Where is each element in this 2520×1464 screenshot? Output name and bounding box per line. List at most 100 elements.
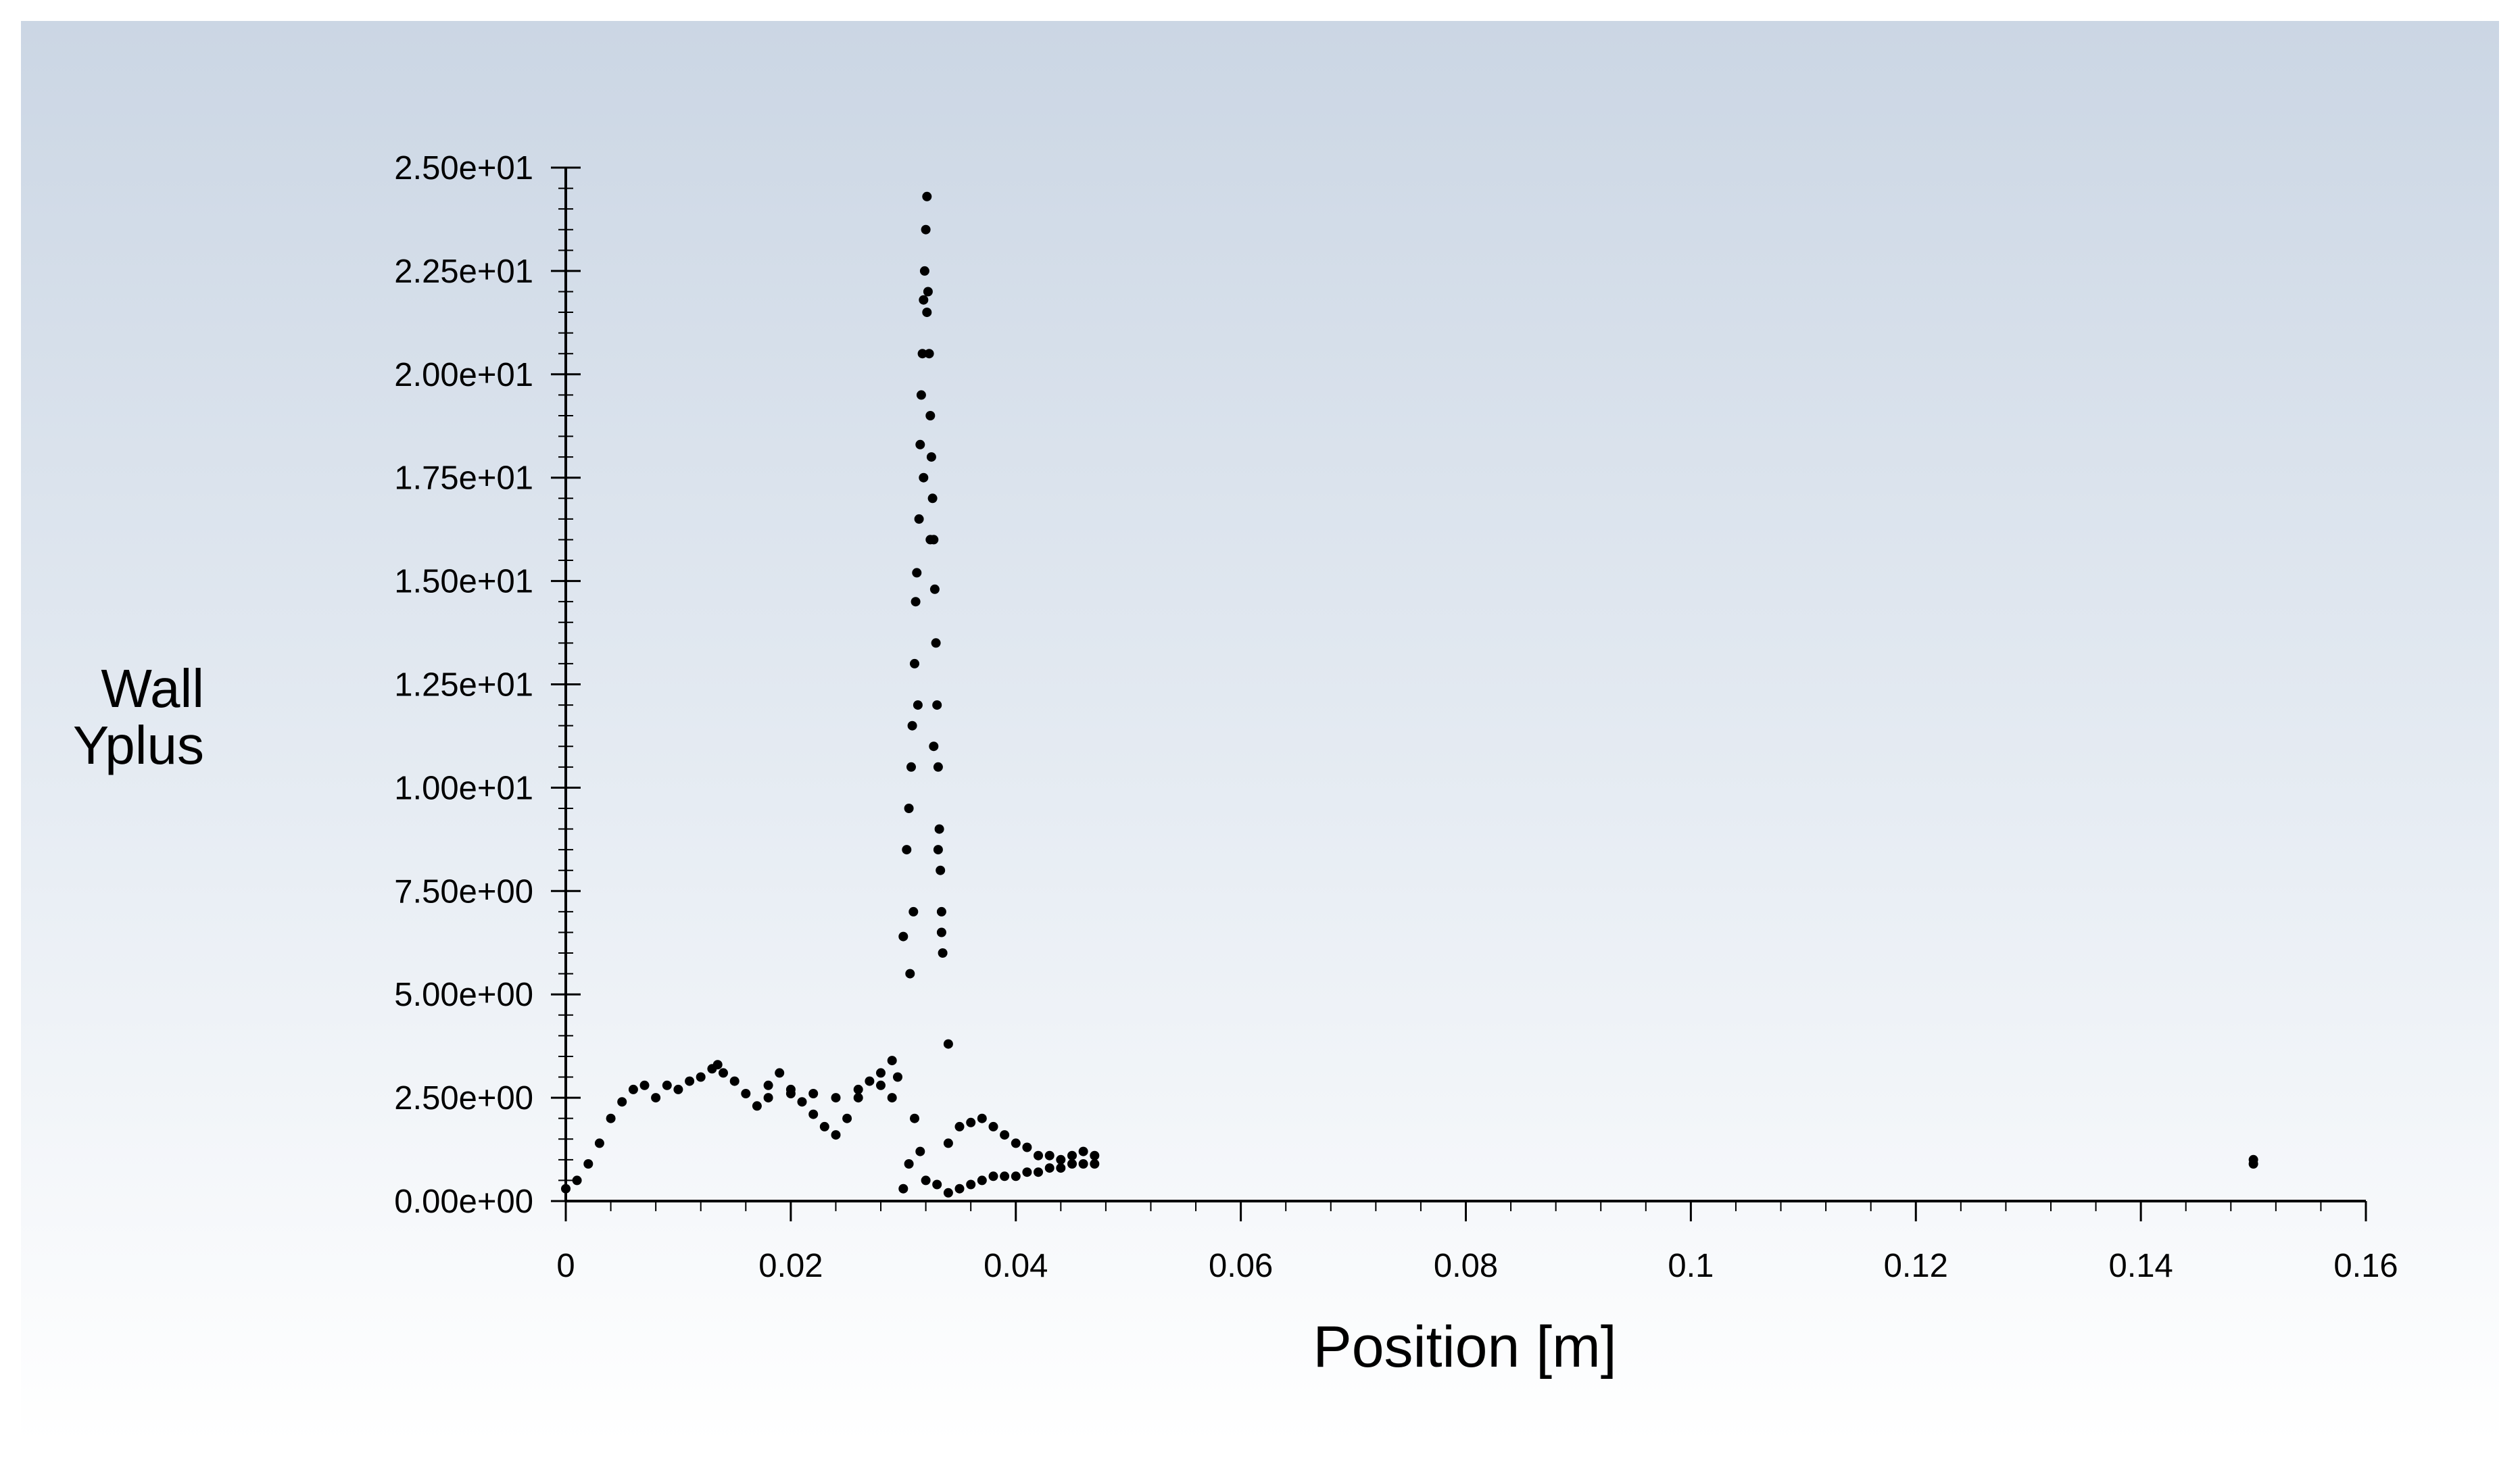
data-point — [904, 804, 914, 813]
data-point — [914, 514, 924, 524]
data-point — [1011, 1138, 1021, 1148]
data-point — [853, 1093, 863, 1103]
data-point — [763, 1093, 773, 1103]
data-point — [1067, 1159, 1077, 1169]
data-point — [583, 1159, 593, 1169]
data-point — [933, 845, 943, 855]
axes — [551, 166, 2367, 1221]
data-point — [932, 700, 942, 710]
y-tick-label: 1.25e+01 — [394, 667, 533, 704]
data-point — [831, 1093, 841, 1103]
data-point — [887, 1093, 897, 1103]
y-tick-label: 2.50e+01 — [394, 150, 533, 187]
x-tick-label: 0.04 — [984, 1248, 1048, 1284]
data-point — [932, 1179, 942, 1190]
data-point — [1034, 1167, 1043, 1177]
data-point — [752, 1101, 762, 1111]
y-tick-label: 5.00e+00 — [394, 977, 533, 1013]
y-tick-label: 2.25e+01 — [394, 253, 533, 290]
data-point — [775, 1068, 785, 1078]
y-tick-label: 1.50e+01 — [394, 564, 533, 600]
y-tick-label: 2.50e+00 — [394, 1080, 533, 1117]
data-point — [853, 1084, 863, 1094]
x-tick-label: 0.14 — [2108, 1248, 2173, 1284]
data-point — [923, 287, 933, 297]
data-point — [915, 1146, 925, 1156]
data-point — [943, 1188, 953, 1198]
data-point — [916, 390, 926, 400]
data-point — [954, 1121, 965, 1131]
data-point — [988, 1121, 998, 1131]
data-point — [1000, 1171, 1010, 1181]
data-point — [696, 1072, 706, 1082]
data-point — [741, 1089, 751, 1098]
data-point — [673, 1084, 683, 1094]
data-point — [893, 1072, 902, 1082]
data-point — [831, 1130, 841, 1140]
data-point — [651, 1093, 661, 1103]
data-point — [934, 824, 944, 834]
y-tick-label: 0.00e+00 — [394, 1184, 533, 1220]
data-point — [662, 1080, 672, 1090]
data-point — [954, 1184, 965, 1194]
data-point — [1078, 1159, 1088, 1169]
data-point — [931, 638, 941, 648]
data-point — [921, 224, 931, 235]
x-tick-label: 0.02 — [758, 1248, 823, 1284]
data-point — [929, 741, 939, 752]
data-point — [1056, 1163, 1066, 1173]
y-axis-title-line-1: Wall — [101, 658, 204, 718]
data-point — [1078, 1146, 1088, 1156]
data-point — [876, 1080, 886, 1090]
x-tick-label: 0.16 — [2333, 1248, 2398, 1284]
data-point — [876, 1068, 886, 1078]
data-point — [917, 349, 927, 359]
data-point — [842, 1113, 852, 1123]
data-point — [572, 1175, 582, 1186]
data-point — [936, 906, 946, 917]
data-point — [1067, 1150, 1077, 1161]
data-point — [819, 1121, 829, 1131]
data-point — [938, 948, 948, 958]
data-point — [943, 1138, 953, 1148]
data-point — [936, 927, 946, 937]
data-point — [1044, 1150, 1055, 1161]
data-point — [921, 1175, 931, 1186]
data-point — [2248, 1154, 2258, 1165]
y-tick-label: 1.00e+01 — [394, 770, 533, 806]
data-point — [1022, 1142, 1032, 1152]
data-point — [933, 762, 943, 772]
data-point — [908, 906, 919, 917]
data-point — [919, 472, 929, 483]
data-point — [719, 1068, 728, 1078]
data-point — [922, 191, 932, 201]
data-point — [904, 1159, 914, 1169]
data-point — [911, 597, 921, 607]
data-point — [606, 1113, 616, 1123]
data-point — [712, 1060, 723, 1070]
data-point — [915, 439, 925, 449]
data-point — [797, 1097, 807, 1107]
data-point — [919, 295, 929, 305]
data-point — [988, 1171, 998, 1181]
data-point — [1011, 1171, 1021, 1181]
data-point — [1090, 1159, 1100, 1169]
data-point — [1000, 1130, 1010, 1140]
data-point — [977, 1175, 987, 1186]
data-point — [685, 1076, 695, 1086]
data-point — [913, 700, 923, 710]
y-tick-label: 1.75e+01 — [394, 460, 533, 497]
data-point — [926, 452, 936, 462]
data-point — [729, 1076, 740, 1086]
y-tick-label: 7.50e+00 — [394, 873, 533, 910]
data-point — [1022, 1167, 1032, 1177]
x-tick-label: 0.06 — [1209, 1248, 1273, 1284]
data-point — [977, 1113, 987, 1123]
plot-background — [21, 21, 2499, 1443]
data-point — [910, 1113, 919, 1123]
data-point — [887, 1056, 897, 1066]
data-point — [966, 1179, 976, 1190]
data-point — [898, 931, 908, 942]
data-point — [902, 845, 912, 855]
x-tick-label: 0 — [556, 1248, 575, 1284]
